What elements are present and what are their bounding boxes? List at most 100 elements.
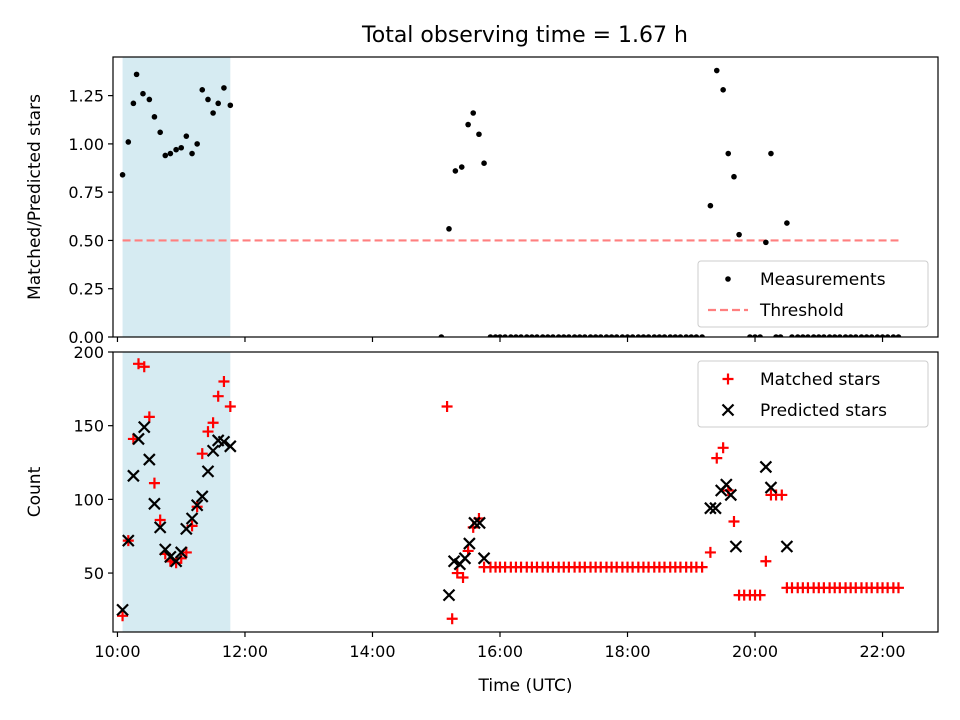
measurement-point	[713, 67, 720, 74]
measurement-point	[210, 110, 216, 116]
measurement-point	[178, 144, 185, 151]
predicted-star-point	[729, 540, 743, 553]
predicted-star-point	[224, 440, 237, 453]
measurement-point	[895, 334, 902, 337]
measurement-point	[720, 87, 726, 93]
predicted-star-point	[185, 512, 199, 525]
matched-star-point	[202, 426, 214, 438]
matched-star-point	[696, 561, 708, 573]
bottom-count-panel: 50 100 150 200 10:00 12:00 14:00 16:00 18:00 20:0…	[25, 343, 939, 696]
matched-star-point	[117, 610, 129, 622]
matched-star-point	[457, 571, 469, 583]
measurement-point	[221, 85, 227, 91]
measurement-point	[518, 334, 524, 337]
measurement-point	[167, 150, 174, 157]
matched-star-point	[446, 613, 458, 625]
legend-plus-icon	[722, 373, 734, 385]
legend-x-icon	[721, 403, 735, 417]
predicted-star-point	[148, 497, 161, 511]
matched-star-point	[760, 555, 772, 567]
predicted-star-point	[759, 460, 773, 474]
measurement-point	[677, 334, 684, 337]
measurement-point	[731, 173, 737, 180]
measurement-point	[879, 334, 886, 337]
measurement-point	[133, 71, 140, 78]
measurement-point	[587, 334, 594, 337]
measurement-point	[752, 334, 758, 337]
x-tick-label: 12:00	[222, 642, 268, 661]
y-axis-label: Matched/Predicted stars	[25, 94, 45, 300]
measurement-point	[651, 334, 658, 337]
measurement-point	[458, 164, 465, 170]
x-tick-label: 20:00	[732, 642, 778, 661]
shaded-span	[122, 57, 231, 337]
predicted-star-point	[180, 522, 193, 536]
measurement-point	[757, 334, 763, 337]
measurement-point	[852, 334, 859, 337]
measurement-point	[683, 334, 689, 337]
predicted-star-point	[153, 521, 167, 534]
measurement-point	[640, 334, 647, 337]
measurement-point	[842, 334, 849, 337]
matched-star-point	[196, 448, 208, 460]
y-tick-label: 0.75	[68, 183, 104, 202]
matched-star-point	[224, 401, 236, 413]
measurement-point	[821, 334, 827, 337]
x-tick-label: 14:00	[349, 642, 395, 661]
y-tick-label: 0.25	[68, 280, 104, 299]
y-tick-label: 150	[73, 417, 104, 436]
predicted-star-point	[201, 465, 215, 478]
measurement-point	[157, 129, 163, 136]
predicted-star-point	[780, 540, 794, 553]
measurement-point	[476, 131, 482, 138]
measurement-point	[629, 334, 636, 337]
measurement-point	[699, 334, 705, 337]
x-tick-label: 18:00	[604, 642, 650, 661]
measurement-point	[534, 334, 540, 337]
top-ratio-panel: 0.00 0.25 0.50 0.75 1.00 1.25 Matched/Predicte…	[25, 56, 939, 347]
measurement-point	[847, 334, 854, 337]
y-tick-label: 1.25	[68, 87, 104, 106]
measurement-point	[146, 96, 153, 103]
legend-label: Matched stars	[760, 370, 880, 390]
measurement-point	[162, 152, 169, 159]
measurement-point	[661, 334, 668, 337]
measurement-point	[487, 334, 494, 337]
predicted-star-point	[442, 588, 456, 602]
legend: Measurements Threshold	[697, 260, 929, 328]
measurement-point	[581, 334, 588, 337]
measurement-point	[470, 110, 477, 116]
measurement-point	[550, 334, 556, 337]
series-matched-stars	[117, 358, 904, 625]
legend-label: Measurements	[760, 270, 886, 290]
measurement-point	[874, 334, 881, 337]
measurement-point	[497, 334, 503, 337]
series-measurements	[119, 67, 902, 337]
measurement-point	[693, 334, 700, 337]
measurement-point	[227, 102, 234, 109]
measurement-point	[529, 334, 535, 337]
matched-star-point	[218, 375, 230, 387]
measurement-point	[140, 90, 146, 97]
predicted-star-point	[458, 552, 472, 565]
plot-area	[119, 67, 902, 337]
measurement-point	[566, 334, 572, 337]
measurement-point	[545, 334, 551, 337]
measurement-point	[492, 334, 499, 337]
measurement-point	[603, 334, 610, 337]
measurement-point	[763, 239, 769, 246]
predicted-star-point	[127, 469, 140, 483]
predicted-star-point	[720, 478, 733, 491]
predicted-star-point	[132, 432, 145, 446]
predicted-star-point	[174, 546, 188, 559]
measurement-point	[513, 334, 519, 337]
x-tick-label: 22:00	[859, 642, 905, 661]
matched-star-point	[451, 567, 463, 579]
measurement-point	[789, 334, 795, 337]
matched-star-point	[704, 546, 716, 558]
y-tick-label: 50	[84, 564, 104, 583]
measurement-point	[199, 87, 206, 93]
measurement-point	[560, 334, 567, 337]
measurement-point	[747, 334, 753, 337]
matched-star-point	[717, 442, 729, 454]
